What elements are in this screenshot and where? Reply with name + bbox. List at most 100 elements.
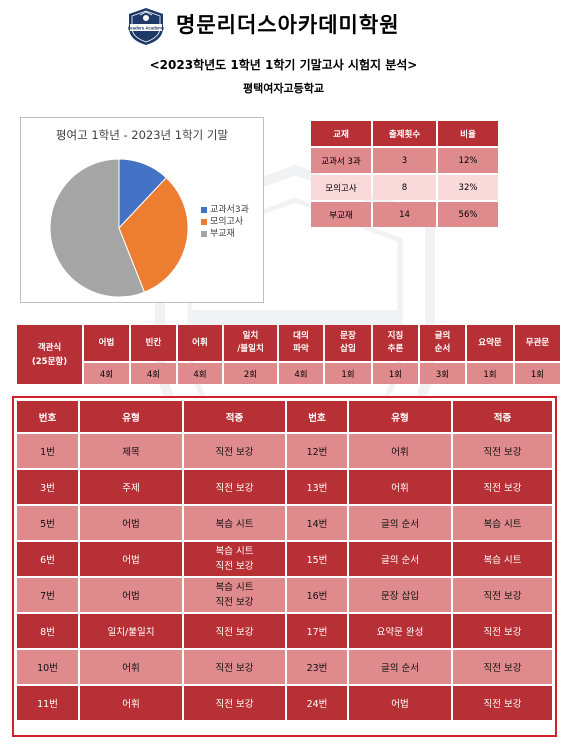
type-count: 1회 xyxy=(515,363,560,384)
type-header: 지칭 추론 xyxy=(373,325,418,361)
detail-cell: 17번 xyxy=(287,614,347,648)
chart-title: 평여고 1학년 - 2023년 1학기 기말 xyxy=(55,128,229,142)
type-header: 문장 삽입 xyxy=(325,325,371,361)
legend-label: 모의고사 xyxy=(210,217,244,227)
detail-header: 유형 xyxy=(80,401,182,432)
summary-cell: 56% xyxy=(438,202,498,227)
detail-cell: 1번 xyxy=(17,434,78,468)
type-count: 1회 xyxy=(325,363,371,384)
logo-text: Leaders Academy xyxy=(128,26,165,31)
detail-header: 적중 xyxy=(184,401,285,432)
type-count: 4회 xyxy=(279,363,323,384)
detail-cell: 5번 xyxy=(17,506,78,540)
detail-cell: 직전 보강 xyxy=(453,578,552,612)
detail-cell: 복습 시트 xyxy=(453,542,552,576)
detail-cell: 글의 순서 xyxy=(349,506,451,540)
summary-cell: 12% xyxy=(438,148,498,173)
detail-cell: 직전 보강 xyxy=(184,686,285,720)
type-header: 대의 파악 xyxy=(279,325,323,361)
summary-cell: 3 xyxy=(373,148,436,173)
detail-cell: 직전 보강 xyxy=(453,650,552,684)
academy-logo: Leaders Academy xyxy=(128,8,165,45)
detail-cell: 일치/불일치 xyxy=(80,614,182,648)
type-header: 어법 xyxy=(84,325,129,361)
detail-cell: 16번 xyxy=(287,578,347,612)
detail-cell: 7번 xyxy=(17,578,78,612)
academy-name: 명문리더스아카데미학원 xyxy=(176,13,400,37)
question-detail-table: 번호 유형 적중 번호 유형 적중 1번 제목 직전 보강 12번 어휘 직전 … xyxy=(15,399,554,722)
type-header: 무관문 xyxy=(515,325,560,361)
school-name: 평택여자고등학교 xyxy=(243,82,324,95)
detail-cell: 14번 xyxy=(287,506,347,540)
type-header: 어휘 xyxy=(178,325,222,361)
detail-cell: 10번 xyxy=(17,650,78,684)
detail-cell: 11번 xyxy=(17,686,78,720)
detail-cell: 어법 xyxy=(349,686,451,720)
type-count: 2회 xyxy=(224,363,277,384)
detail-cell: 직전 보강 xyxy=(453,434,552,468)
detail-cell: 직전 보강 xyxy=(453,470,552,504)
detail-cell: 복습 시트 직전 보강 xyxy=(184,542,285,576)
legend-entry: 부교재 xyxy=(201,228,249,240)
summary-cell: 모의고사 xyxy=(311,175,371,200)
type-header: 글의 순서 xyxy=(420,325,465,361)
types-category: 객관식 (25문항) xyxy=(17,325,82,384)
type-count: 1회 xyxy=(467,363,513,384)
exam-subtitle: <2023학년도 1학년 1학기 기말고사 시험지 분석> xyxy=(149,58,418,72)
detail-cell: 3번 xyxy=(17,470,78,504)
detail-cell: 직전 보강 xyxy=(184,470,285,504)
detail-cell: 직전 보강 xyxy=(184,650,285,684)
question-detail-panel: 번호 유형 적중 번호 유형 적중 1번 제목 직전 보강 12번 어휘 직전 … xyxy=(12,396,557,737)
pie-slice-2 xyxy=(49,158,146,298)
type-header: 요약문 xyxy=(467,325,513,361)
detail-cell: 복습 시트 xyxy=(184,506,285,540)
type-count: 4회 xyxy=(131,363,176,384)
detail-cell: 어휘 xyxy=(80,686,182,720)
detail-cell: 24번 xyxy=(287,686,347,720)
legend-swatch xyxy=(201,207,207,213)
detail-cell: 12번 xyxy=(287,434,347,468)
detail-cell: 직전 보강 xyxy=(184,434,285,468)
detail-cell: 8번 xyxy=(17,614,78,648)
detail-cell: 어법 xyxy=(80,542,182,576)
detail-cell: 글의 순서 xyxy=(349,542,451,576)
detail-cell: 23번 xyxy=(287,650,347,684)
type-count: 3회 xyxy=(420,363,465,384)
type-count: 4회 xyxy=(84,363,129,384)
detail-cell: 제목 xyxy=(80,434,182,468)
detail-cell: 복습 시트 xyxy=(453,506,552,540)
detail-cell: 어법 xyxy=(80,578,182,612)
detail-cell: 어휘 xyxy=(349,470,451,504)
type-header: 일치 /불일치 xyxy=(224,325,277,361)
legend-swatch xyxy=(201,219,207,225)
detail-header: 적중 xyxy=(453,401,552,432)
detail-cell: 직전 보강 xyxy=(184,614,285,648)
detail-cell: 문장 삽입 xyxy=(349,578,451,612)
detail-cell: 직전 보강 xyxy=(453,614,552,648)
legend-label: 교과서3과 xyxy=(210,205,249,215)
summary-cell: 8 xyxy=(373,175,436,200)
detail-cell: 15번 xyxy=(287,542,347,576)
question-type-table: 객관식 (25문항) 어법 빈칸 어휘 일치 /불일치 대의 파악 문장 삽입 … xyxy=(15,323,562,386)
detail-cell: 어휘 xyxy=(80,650,182,684)
detail-cell: 어휘 xyxy=(349,434,451,468)
summary-header: 교재 xyxy=(311,121,371,146)
detail-cell: 어법 xyxy=(80,506,182,540)
summary-cell: 부교재 xyxy=(311,202,371,227)
detail-cell: 13번 xyxy=(287,470,347,504)
detail-header: 번호 xyxy=(287,401,347,432)
legend-entry: 교과서3과 xyxy=(201,204,249,216)
summary-cell: 교과서 3과 xyxy=(311,148,371,173)
type-count: 1회 xyxy=(373,363,418,384)
source-summary-table: 교재 출제횟수 비율 교과서 3과 3 12% 모의고사 8 32% 부교재 1… xyxy=(309,119,500,229)
legend-entry: 모의고사 xyxy=(201,216,249,228)
detail-cell: 주제 xyxy=(80,470,182,504)
pie-chart-panel: 평여고 1학년 - 2023년 1학기 기말 xyxy=(20,117,264,303)
detail-header: 번호 xyxy=(17,401,78,432)
detail-cell: 복습 시트 직전 보강 xyxy=(184,578,285,612)
summary-cell: 32% xyxy=(438,175,498,200)
summary-header: 비율 xyxy=(438,121,498,146)
detail-header: 유형 xyxy=(349,401,451,432)
detail-cell: 직전 보강 xyxy=(453,686,552,720)
